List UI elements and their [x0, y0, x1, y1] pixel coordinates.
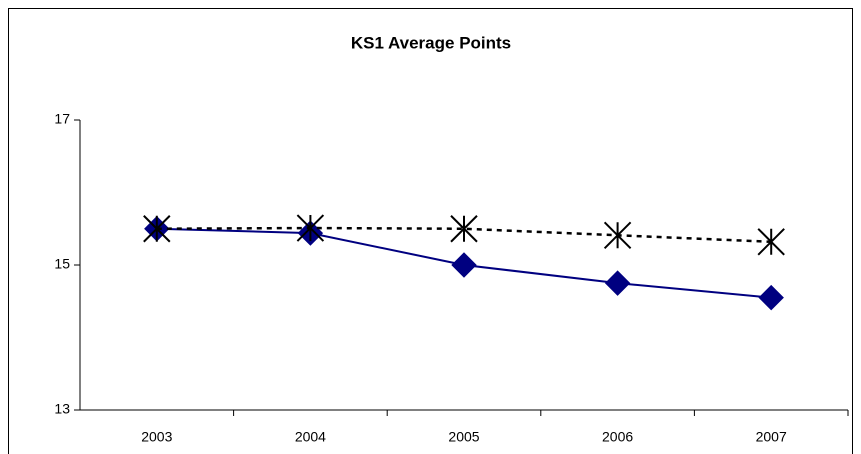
diamond-marker	[758, 284, 784, 311]
x-tick-label: 2006	[602, 429, 633, 445]
star-marker	[450, 215, 478, 243]
y-tick-label: 13	[54, 401, 70, 417]
x-tick-label: 2007	[756, 429, 787, 445]
star-marker	[757, 228, 785, 256]
diamond-marker	[604, 270, 631, 296]
series-line	[156, 226, 772, 244]
star-marker	[143, 215, 171, 243]
star-marker	[296, 214, 325, 242]
x-tick-label: 2003	[141, 429, 172, 445]
y-tick-label: 17	[54, 111, 70, 127]
chart-border	[8, 8, 853, 454]
x-tick-label: 2005	[448, 429, 479, 445]
x-tick-label: 2004	[295, 429, 326, 445]
chart-title: KS1 Average Points	[351, 33, 511, 52]
star-marker	[603, 221, 632, 249]
y-tick-label: 15	[54, 256, 70, 272]
diamond-marker	[451, 252, 477, 278]
